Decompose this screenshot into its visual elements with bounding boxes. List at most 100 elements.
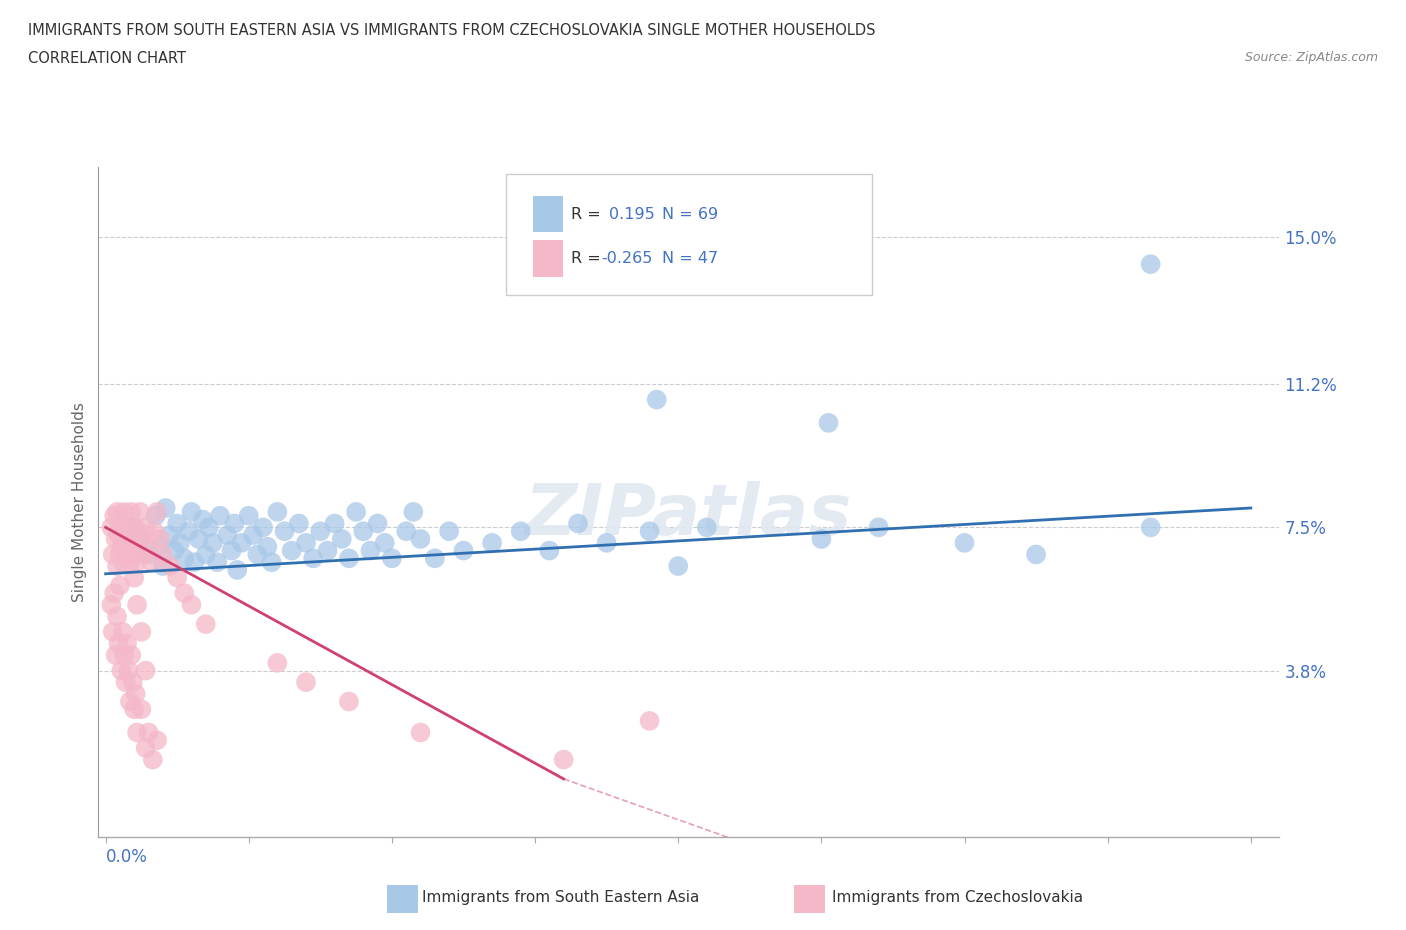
Point	[226, 563, 249, 578]
Point	[122, 520, 145, 535]
Point	[177, 524, 200, 538]
Point	[103, 586, 125, 601]
Text: N = 69: N = 69	[662, 206, 718, 221]
Point	[132, 547, 155, 562]
Point	[194, 617, 217, 631]
Point	[163, 543, 186, 558]
Point	[209, 509, 232, 524]
Point	[122, 520, 145, 535]
Point	[173, 551, 195, 565]
Point	[135, 740, 157, 755]
Point	[337, 694, 360, 709]
Point	[149, 539, 172, 554]
Point	[101, 547, 124, 562]
Point	[135, 520, 157, 535]
Point	[146, 504, 169, 519]
Point	[187, 532, 209, 547]
Point	[696, 520, 718, 535]
Point	[118, 694, 141, 709]
Point	[122, 570, 145, 585]
Text: R =: R =	[571, 251, 606, 266]
Point	[437, 524, 460, 538]
Point	[131, 624, 153, 639]
Point	[352, 524, 374, 538]
Point	[302, 551, 325, 565]
Point	[146, 733, 169, 748]
Point	[111, 524, 134, 538]
Point	[242, 527, 264, 542]
Text: ZIPatlas: ZIPatlas	[526, 481, 852, 550]
Text: -0.265: -0.265	[602, 251, 652, 266]
Point	[316, 543, 339, 558]
FancyBboxPatch shape	[506, 174, 872, 295]
Point	[105, 609, 128, 624]
Point	[129, 504, 152, 519]
Point	[1139, 257, 1161, 272]
Point	[152, 547, 174, 562]
Point	[114, 675, 136, 690]
Point	[117, 663, 139, 678]
Point	[553, 752, 575, 767]
Text: 0.0%: 0.0%	[105, 848, 148, 866]
Text: N = 47: N = 47	[662, 251, 718, 266]
FancyBboxPatch shape	[533, 195, 562, 232]
Point	[115, 520, 138, 535]
Point	[108, 520, 131, 535]
Point	[121, 675, 143, 690]
Point	[638, 524, 661, 538]
Point	[138, 725, 160, 740]
Point	[395, 524, 418, 538]
Point	[183, 555, 205, 570]
FancyBboxPatch shape	[533, 240, 562, 276]
Point	[666, 559, 689, 574]
Point	[103, 509, 125, 524]
Point	[481, 536, 503, 551]
Point	[337, 551, 360, 565]
Point	[122, 547, 145, 562]
Point	[256, 539, 278, 554]
Point	[166, 570, 188, 585]
Point	[201, 536, 224, 551]
Point	[288, 516, 311, 531]
Point	[595, 536, 617, 551]
Point	[207, 555, 229, 570]
Point	[107, 636, 129, 651]
Point	[152, 559, 174, 574]
Point	[115, 547, 138, 562]
Point	[159, 527, 181, 542]
Point	[104, 647, 127, 662]
Point	[111, 624, 134, 639]
Point	[868, 520, 890, 535]
Point	[131, 702, 153, 717]
Point	[135, 663, 157, 678]
Point	[567, 516, 589, 531]
Point	[120, 647, 142, 662]
Point	[117, 539, 139, 554]
Point	[166, 516, 188, 531]
Point	[224, 516, 246, 531]
Point	[266, 656, 288, 671]
Point	[252, 520, 274, 535]
Point	[125, 597, 148, 612]
Point	[1139, 520, 1161, 535]
Text: Immigrants from South Eastern Asia: Immigrants from South Eastern Asia	[422, 890, 699, 905]
Point	[115, 636, 138, 651]
Point	[112, 647, 135, 662]
Point	[101, 624, 124, 639]
Point	[180, 597, 202, 612]
Point	[159, 559, 181, 574]
Point	[104, 532, 127, 547]
Point	[217, 527, 239, 542]
Point	[409, 725, 432, 740]
Point	[108, 578, 131, 592]
Point	[402, 504, 425, 519]
Point	[141, 555, 163, 570]
Point	[295, 675, 318, 690]
Point	[145, 509, 167, 524]
Point	[138, 539, 160, 554]
Point	[118, 555, 141, 570]
Point	[409, 532, 432, 547]
Point	[280, 543, 302, 558]
Point	[131, 532, 153, 547]
Point	[381, 551, 404, 565]
